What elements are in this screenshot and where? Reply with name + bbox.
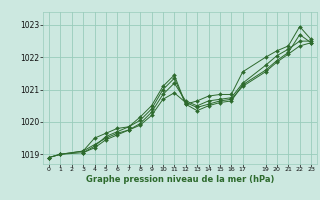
- X-axis label: Graphe pression niveau de la mer (hPa): Graphe pression niveau de la mer (hPa): [86, 175, 274, 184]
